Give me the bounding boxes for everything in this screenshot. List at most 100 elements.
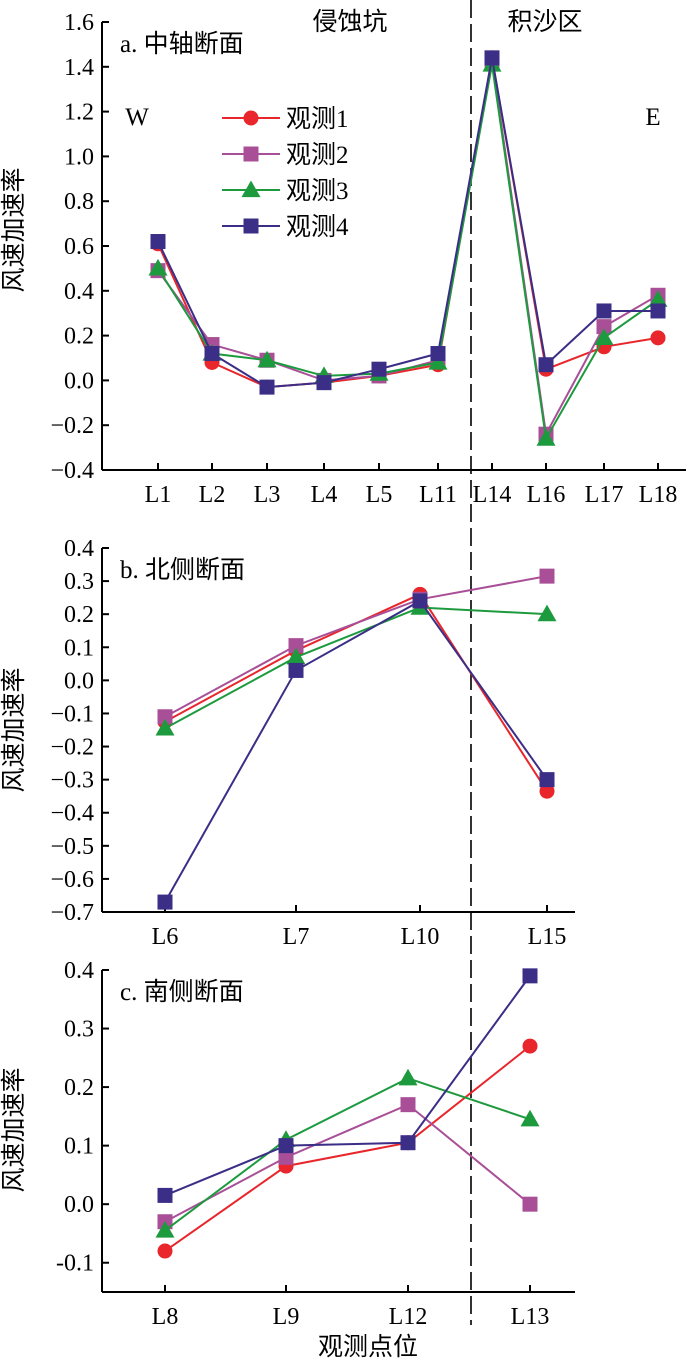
y-tick-label: 0.3 bbox=[64, 1017, 94, 1043]
data-point bbox=[522, 968, 538, 984]
data-point bbox=[520, 1109, 540, 1127]
data-point bbox=[596, 319, 612, 335]
y-tick-label: 0.0 bbox=[64, 668, 94, 694]
data-point bbox=[288, 662, 304, 678]
series-2 bbox=[157, 1097, 538, 1230]
series-3 bbox=[148, 55, 668, 446]
data-point bbox=[539, 568, 555, 584]
y-tick-label: −0.5 bbox=[50, 834, 94, 860]
y-axis-label: 风速加速率 bbox=[0, 667, 28, 792]
y-axis-label: 风速加速率 bbox=[0, 1067, 28, 1192]
y-tick-label: 1.4 bbox=[64, 55, 94, 81]
series-line bbox=[157, 57, 659, 389]
y-tick-label: −0.2 bbox=[50, 735, 94, 761]
x-tick-label: L15 bbox=[528, 924, 567, 950]
x-tick-label: L6 bbox=[152, 924, 179, 950]
data-point bbox=[536, 429, 556, 446]
legend-marker bbox=[243, 146, 259, 162]
series-3 bbox=[155, 1068, 540, 1238]
panel-title: b. 北侧断面 bbox=[120, 556, 245, 584]
y-tick-label: −0.6 bbox=[50, 867, 94, 893]
x-tick-label: L1 bbox=[145, 482, 172, 508]
data-point bbox=[371, 361, 387, 377]
data-point bbox=[278, 1138, 294, 1154]
data-point bbox=[204, 346, 220, 362]
series-4 bbox=[157, 593, 555, 910]
legend-label: 观测4 bbox=[286, 213, 349, 241]
y-tick-label: −0.1 bbox=[50, 701, 94, 727]
region-label-erosion-pit: 侵蚀坑 bbox=[312, 8, 387, 36]
data-point bbox=[650, 303, 666, 319]
data-point bbox=[522, 1038, 538, 1054]
x-tick-label: L7 bbox=[283, 924, 310, 950]
series-line bbox=[164, 606, 548, 730]
x-tick-label: L8 bbox=[152, 1304, 179, 1330]
x-tick-label: L3 bbox=[254, 482, 281, 508]
data-point bbox=[428, 352, 448, 370]
data-point bbox=[316, 375, 332, 391]
y-tick-label: 0.1 bbox=[64, 1134, 94, 1160]
data-point bbox=[400, 1097, 416, 1113]
legend-marker bbox=[243, 110, 259, 126]
x-tick-label: L2 bbox=[199, 482, 226, 508]
series-line bbox=[164, 975, 531, 1197]
legend-label: 观测1 bbox=[286, 105, 349, 133]
y-tick-label: −0.4 bbox=[50, 801, 94, 827]
x-tick-label: L10 bbox=[401, 924, 440, 950]
legend-label: 观测3 bbox=[286, 177, 349, 205]
data-point bbox=[539, 783, 555, 799]
y-tick-label: 0.6 bbox=[64, 234, 94, 260]
y-tick-label: 1.6 bbox=[64, 10, 94, 36]
data-point bbox=[522, 1196, 538, 1212]
y-tick-label: 0.8 bbox=[64, 189, 94, 215]
series-1 bbox=[157, 1038, 538, 1259]
data-point bbox=[650, 330, 666, 346]
y-tick-label: −0.2 bbox=[50, 413, 94, 439]
y-tick-label: 0.0 bbox=[64, 368, 94, 394]
side-label-west: W bbox=[125, 104, 149, 131]
y-tick-label: 0.2 bbox=[64, 324, 94, 350]
data-point bbox=[155, 1221, 175, 1238]
x-tick-label: L12 bbox=[389, 1304, 428, 1330]
series-4 bbox=[157, 968, 538, 1203]
y-tick-label: -0.1 bbox=[56, 1251, 94, 1277]
x-tick-label: L14 bbox=[473, 482, 512, 508]
region-label-sand-accumulation: 积沙区 bbox=[507, 8, 582, 36]
data-point bbox=[648, 290, 668, 307]
y-tick-label: 0.2 bbox=[64, 602, 94, 628]
side-label-east: E bbox=[645, 104, 660, 131]
series-line bbox=[157, 59, 659, 438]
series-line bbox=[164, 1077, 531, 1232]
data-point bbox=[157, 1187, 173, 1203]
legend-marker bbox=[243, 218, 259, 234]
data-point bbox=[398, 1068, 418, 1086]
series-4 bbox=[150, 50, 666, 395]
y-tick-label: 0.4 bbox=[64, 279, 94, 305]
data-point bbox=[155, 718, 175, 736]
x-tick-label: L4 bbox=[311, 482, 338, 508]
series-1 bbox=[157, 586, 555, 799]
data-point bbox=[400, 1135, 416, 1151]
data-point bbox=[539, 772, 555, 788]
series-1 bbox=[150, 50, 666, 395]
y-axis-label: 风速加速率 bbox=[0, 167, 28, 292]
x-tick-label: L11 bbox=[419, 482, 457, 508]
data-point bbox=[596, 303, 612, 319]
y-tick-label: −0.7 bbox=[50, 900, 94, 926]
x-tick-label: L13 bbox=[511, 1304, 550, 1330]
y-tick-label: 0.4 bbox=[64, 536, 94, 562]
y-tick-label: 0.1 bbox=[64, 635, 94, 661]
data-point bbox=[484, 50, 500, 66]
y-tick-label: 0.2 bbox=[64, 1075, 94, 1101]
data-point bbox=[278, 1149, 294, 1165]
legend-label: 观测2 bbox=[286, 141, 349, 169]
series-2 bbox=[150, 52, 666, 442]
series-line bbox=[164, 575, 548, 718]
data-point bbox=[286, 647, 306, 665]
series-line bbox=[157, 57, 658, 389]
data-point bbox=[157, 1243, 173, 1259]
legend: 观测1 观测2 观测3 观测4 bbox=[222, 105, 349, 241]
data-point bbox=[538, 357, 554, 373]
legend-marker bbox=[241, 180, 261, 198]
